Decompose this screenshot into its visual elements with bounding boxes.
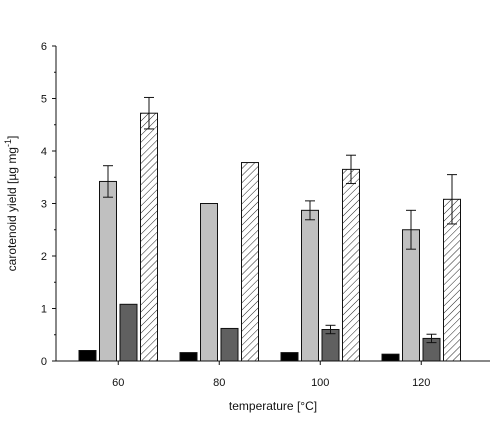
bar-100-series-3 [321,329,340,362]
y-tick-label-3: 3 [41,199,47,211]
bar-80-series-1 [179,352,198,362]
bar-100-series-4 [342,168,360,362]
x-tick-label-60: 60 [112,377,124,389]
y-axis-label-main: carotenoid yield [µg mg [5,147,19,271]
axes-group: 0 1 2 3 4 5 6 60 80 100 120 [41,41,490,389]
bar-60-series-1 [78,350,97,362]
bar-60-series-3 [119,303,138,362]
bar-80-series-4 [241,162,259,362]
bar-80-series-2 [200,203,218,362]
bar-100-series-2 [301,209,319,362]
bars-group [78,96,461,362]
y-tick-label-6: 6 [41,41,47,53]
bar-120-series-1 [381,353,400,362]
y-axis-label: carotenoid yield [µg mg-1] [3,136,19,272]
x-tick-label-80: 80 [213,377,225,389]
bar-100-series-1 [280,352,299,362]
y-tick-label-5: 5 [41,94,47,106]
y-tick-label-0: 0 [41,356,47,368]
bar-60-series-2 [99,180,117,362]
x-tick-label-100: 100 [311,377,329,389]
y-axis-label-sup: -1 [3,139,13,147]
bar-60-series-4 [140,112,158,362]
y-tick-label-4: 4 [41,146,47,158]
x-tick-label-120: 120 [412,377,430,389]
y-axis-label-close: ] [5,136,19,139]
x-axis-label: temperature [°C] [229,399,317,413]
bar-80-series-3 [220,327,239,362]
y-tick-label-1: 1 [41,304,47,316]
y-tick-label-2: 2 [41,251,47,263]
